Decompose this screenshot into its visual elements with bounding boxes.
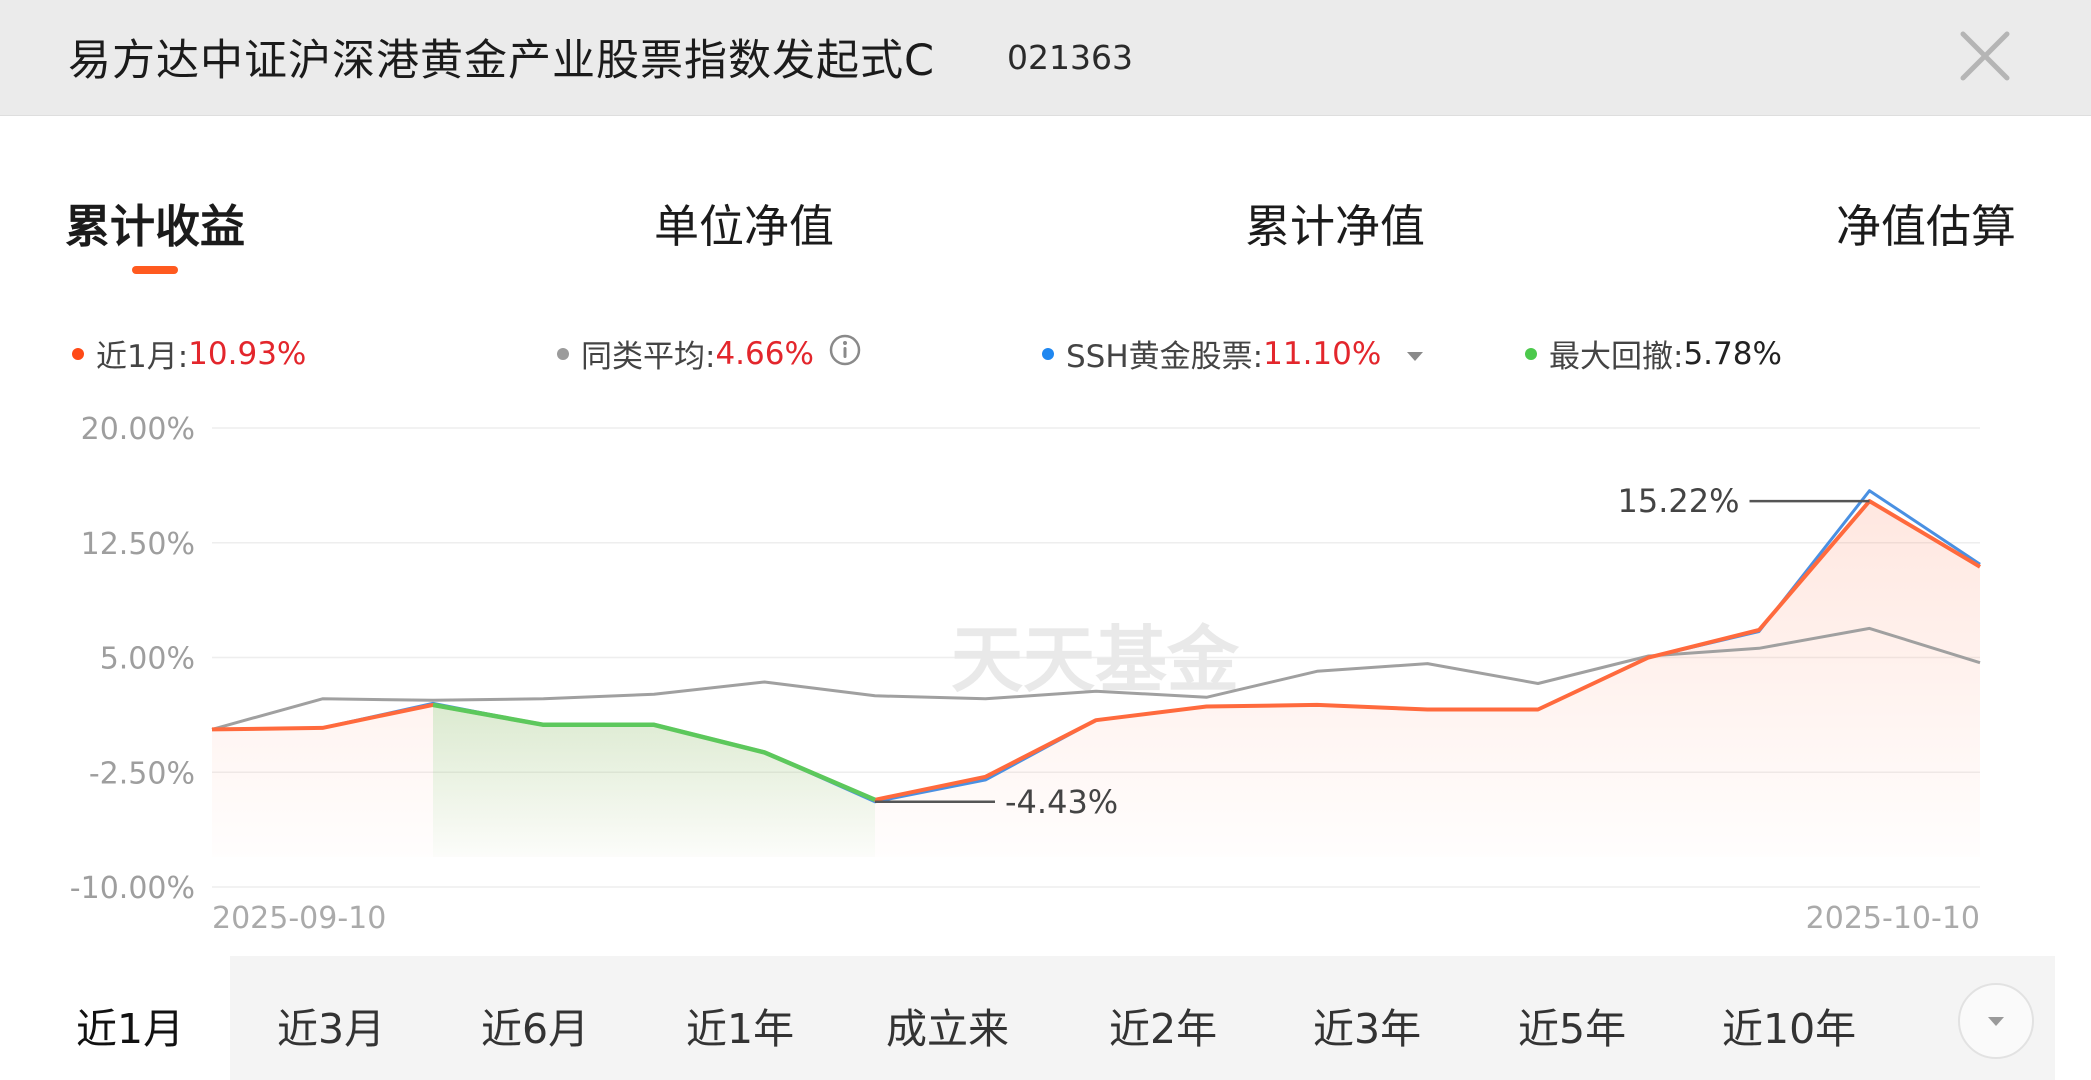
header-bar: 易方达中证沪深港黄金产业股票指数发起式C 021363 (0, 0, 2091, 116)
tab-unit-nav[interactable]: 单位净值 (654, 200, 835, 253)
period-10y[interactable]: 近10年 (1722, 1005, 1857, 1053)
period-1y[interactable]: 近1年 (686, 1005, 795, 1053)
legend-peer-average: 同类平均: 4.66% (557, 331, 862, 376)
legend-benchmark[interactable]: SSH黄金股票: 11.10% (1042, 331, 1425, 376)
y-tick-label: 5.00% (100, 642, 195, 677)
fund-code: 021363 (1007, 38, 1133, 77)
period-5y[interactable]: 近5年 (1518, 1005, 1627, 1053)
legend-value: 11.10% (1263, 335, 1382, 372)
annotations: 15.22% -4.43% (875, 482, 1870, 821)
legend-fund-return: 近1月: 10.93% (72, 331, 306, 376)
legend-dot-benchmark (1042, 347, 1054, 360)
y-tick-label: -2.50% (89, 756, 195, 791)
period-2y[interactable]: 近2年 (1109, 1005, 1218, 1053)
x-end-label: 2025-10-10 (1806, 901, 1980, 936)
y-tick-label: -10.00% (70, 871, 195, 906)
legend-dot-fund (72, 347, 84, 360)
legend-value: 4.66% (715, 335, 814, 372)
legend-dot-peer (557, 347, 569, 360)
info-icon[interactable] (828, 333, 862, 375)
period-3y[interactable]: 近3年 (1313, 1005, 1422, 1053)
y-tick-label: 20.00% (81, 412, 195, 447)
legend-label: 同类平均: (581, 339, 716, 375)
drawdown-line (432, 702, 876, 802)
peak-annotation-label: 15.22% (1617, 482, 1739, 520)
tab-cumulative-nav[interactable]: 累计净值 (1245, 200, 1426, 253)
tab-cumulative-return[interactable]: 累计收益 (65, 200, 246, 253)
trough-annotation-label: -4.43% (1005, 783, 1118, 821)
legend-label: 最大回撤: (1549, 339, 1684, 375)
period-selector-bar (230, 956, 2055, 1080)
legend-value: 5.78% (1683, 335, 1782, 372)
watermark-text: 天天基金 (951, 617, 1240, 702)
series-lines (211, 489, 1982, 804)
tab-nav-estimate[interactable]: 净值估算 (1836, 200, 2017, 253)
legend-max-drawdown: 最大回撤: 5.78% (1525, 331, 1782, 376)
legend-label: 近1月: (96, 339, 189, 375)
fund-title: 易方达中证沪深港黄金产业股票指数发起式C (68, 36, 936, 86)
close-icon[interactable] (1955, 26, 2015, 86)
chevron-down-icon (1988, 1017, 2004, 1026)
legend-dot-drawdown (1525, 347, 1537, 360)
period-6m[interactable]: 近6月 (481, 1005, 590, 1053)
area-fills (212, 501, 1980, 857)
x-start-label: 2025-09-10 (212, 901, 386, 936)
more-periods-button[interactable] (1958, 983, 2034, 1059)
period-3m[interactable]: 近3月 (277, 1005, 386, 1053)
y-axis-ticks: 20.00% 12.50% 5.00% -2.50% -10.00% (70, 412, 195, 906)
legend-value: 10.93% (188, 335, 307, 372)
return-chart[interactable]: 20.00% 12.50% 5.00% -2.50% -10.00% 天天基金 15.2… (0, 400, 2091, 940)
period-1m[interactable]: 近1月 (76, 1005, 185, 1053)
caret-down-icon[interactable] (1405, 336, 1425, 372)
drawdown-area-fill (433, 704, 875, 857)
series-line-peer_avg (211, 626, 1981, 731)
period-since-inception[interactable]: 成立来 (886, 1005, 1009, 1053)
active-tab-indicator (132, 266, 178, 274)
legend-label: SSH黄金股票: (1066, 339, 1264, 375)
y-tick-label: 12.50% (81, 527, 195, 562)
